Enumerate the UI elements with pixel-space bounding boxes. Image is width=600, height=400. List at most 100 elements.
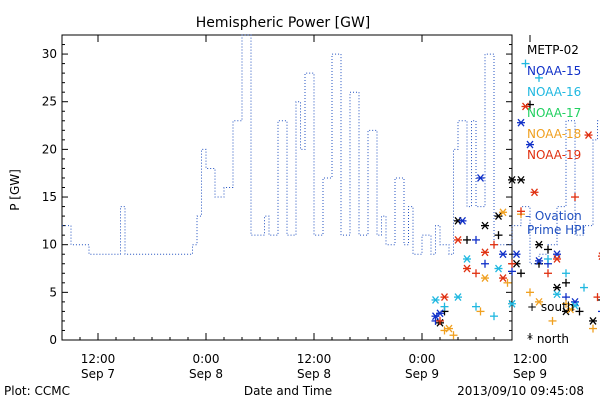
legend: METP-02 NOAA-15 NOAA-16 NOAA-17 NOAA-18 NOAA-… [525, 43, 585, 346]
noaa-16-south-point [490, 312, 498, 321]
ovation-prime-hpi-path [62, 34, 600, 265]
plot-frame [61, 34, 513, 341]
noaa-19-north-point [521, 102, 530, 111]
metp-02-north-point [535, 240, 543, 249]
noaa-19-north-point [584, 131, 593, 140]
noaa-19-south-point [490, 240, 498, 249]
noaa-18-north-point [566, 305, 575, 314]
noaa-19-south-point [544, 269, 552, 278]
noaa-18-north-point [535, 297, 543, 306]
noaa-16-south-point [521, 59, 530, 68]
noaa-18-north-point [481, 274, 489, 282]
noaa-15-north-point [476, 174, 485, 182]
noaa-18-north-point [445, 324, 453, 333]
noaa-16-north-point [571, 301, 579, 310]
noaa-18-south-point [449, 331, 458, 340]
legend-south-marker: + south [527, 300, 574, 314]
metp-02-north-point [589, 317, 597, 325]
plot-border [61, 34, 513, 341]
noaa-15-north-point [535, 256, 543, 265]
noaa-16-north-point [454, 293, 462, 302]
metp-02-south-point [517, 269, 525, 278]
noaa-16-north-point [553, 290, 561, 299]
x-tick-label-date: Sep 9 [405, 367, 439, 381]
noaa-19-north-point [440, 293, 449, 302]
noaa-18-south-point [526, 288, 534, 297]
noaa-16-south-point [472, 302, 480, 311]
metp-02-north-point [553, 283, 561, 292]
noaa-19-north-point [463, 264, 471, 273]
legend-model-line1: – Ovation [525, 209, 582, 223]
noaa-16-north-point [494, 264, 503, 273]
noaa-18-south-point [548, 316, 557, 325]
noaa-19-north-point [530, 188, 539, 197]
legend-noaa-15: NOAA-15 [527, 64, 581, 78]
metp-02-south-point [562, 278, 570, 287]
legend-model-line2: Prime HPI [527, 223, 585, 237]
noaa-15-north-point [499, 250, 507, 259]
x-tick-label-date: Sep 8 [189, 367, 223, 381]
noaa-19-south-point [517, 207, 525, 216]
noaa-18-north-point [499, 208, 507, 217]
y-tick-label: 25 [42, 95, 57, 109]
noaa-19-north-point [598, 252, 600, 261]
noaa-18-south-point [562, 299, 570, 308]
noaa-15-south-point [472, 235, 480, 244]
noaa-18-south-point [589, 324, 597, 333]
noaa-15-north-point [517, 118, 525, 127]
metp-02-north-point [508, 175, 516, 184]
metp-02-north-point [481, 221, 489, 230]
legend-noaa-18: NOAA-18 [527, 127, 581, 141]
metp-02-north-point [517, 175, 525, 184]
noaa-15-south-point [481, 259, 489, 268]
noaa-16-north-point [431, 296, 440, 304]
noaa-15-north-point [458, 216, 467, 225]
metp-02-south-point [494, 231, 503, 240]
x-tick-label-date: Sep 7 [81, 367, 115, 381]
noaa-19-south-point [593, 293, 600, 302]
noaa-16-south-point [580, 283, 588, 292]
x-tick-label-date: Sep 9 [513, 367, 547, 381]
noaa-18-south-point [503, 278, 512, 287]
x-tick-label-time: 0:00 [409, 352, 436, 366]
noaa-16-south-point [544, 254, 552, 263]
noaa-19-south-point [508, 259, 516, 268]
noaa-15-north-point [526, 140, 534, 149]
noaa-15-south-point [508, 267, 516, 276]
noaa-19-north-point [553, 255, 561, 263]
metp-02-south-point [575, 307, 584, 316]
x-axis-label: Date and Time [244, 384, 332, 398]
legend-north-marker: * north [527, 332, 569, 346]
footer-left: Plot: CCMC [4, 384, 70, 398]
x-tick-label-date: Sep 8 [297, 367, 331, 381]
x-tick-label-time: 12:00 [297, 352, 332, 366]
footer-right: 2013/09/10 09:45:08 [457, 384, 584, 398]
metp-02-south-point [598, 299, 600, 301]
noaa-16-south-point [440, 302, 449, 311]
noaa-19-north-point [499, 274, 507, 282]
y-tick-label: 20 [42, 142, 57, 156]
noaa-19-south-point [472, 269, 480, 278]
legend-noaa-17: NOAA-17 [527, 106, 581, 120]
noaa-16-south-point [562, 269, 570, 278]
legend-metp-02: METP-02 [527, 43, 579, 57]
metp-02-south-point [463, 235, 471, 244]
noaa-15-south-point [598, 310, 600, 313]
noaa-16-north-point [508, 299, 516, 308]
chart-title: Hemispheric Power [GW] [196, 15, 371, 31]
noaa-15-north-point [512, 250, 521, 259]
metp-02-south-point [544, 245, 552, 254]
noaa-16-south-point [535, 73, 543, 82]
y-axis-label: P [GW] [8, 169, 22, 211]
noaa-15-north-point [431, 312, 440, 321]
noaa-15-south-point [562, 293, 570, 302]
noaa-19-north-point [481, 248, 489, 257]
noaa-19-south-point [571, 193, 579, 202]
legend-noaa-16: NOAA-16 [527, 85, 581, 99]
noaa-16-north-point [463, 255, 471, 263]
satellite-points [431, 59, 600, 340]
x-tick-label-time: 12:00 [81, 352, 116, 366]
noaa-19-south-point [436, 316, 444, 325]
